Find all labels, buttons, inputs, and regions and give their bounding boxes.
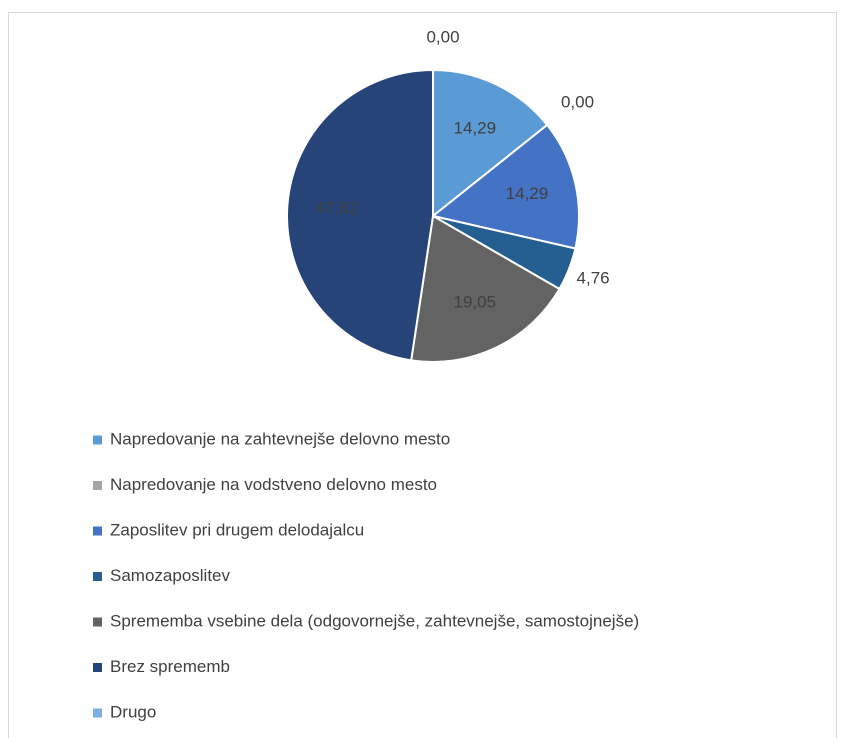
pie-slice: [430, 123, 580, 250]
legend-label: Drugo: [110, 702, 156, 721]
legend-label: Napredovanje na zahtevnejše delovno mest…: [110, 429, 450, 448]
data-label: 4,76: [577, 268, 610, 287]
data-label: 0,00: [426, 27, 459, 46]
pie-slice: [410, 214, 561, 363]
legend-label: Zaposlitev pri drugem delodajalcu: [110, 520, 364, 539]
pie-slice: [286, 68, 434, 362]
legend-label: Samozaposlitev: [110, 566, 231, 585]
data-label: 14,29: [506, 184, 549, 203]
legend-label: Napredovanje na vodstveno delovno mesto: [110, 475, 437, 494]
legend-swatch: [93, 526, 102, 536]
pie-slice: [432, 68, 549, 219]
data-label: 47,62: [316, 198, 359, 217]
legend-swatch: [93, 663, 102, 672]
legend-swatch: [93, 617, 102, 627]
legend-label: Brez sprememb: [110, 657, 230, 676]
chart-frame: [8, 12, 837, 738]
legend-swatch: [93, 481, 102, 490]
legend-swatch: [93, 435, 102, 445]
data-label: 19,05: [454, 292, 497, 311]
data-label: 0,00: [561, 92, 594, 111]
legend-label: Sprememba vsebine dela (odgovornejše, za…: [110, 611, 639, 630]
legend-swatch: [93, 708, 102, 718]
legend-swatch: [93, 572, 102, 581]
data-label: 14,29: [454, 119, 497, 138]
